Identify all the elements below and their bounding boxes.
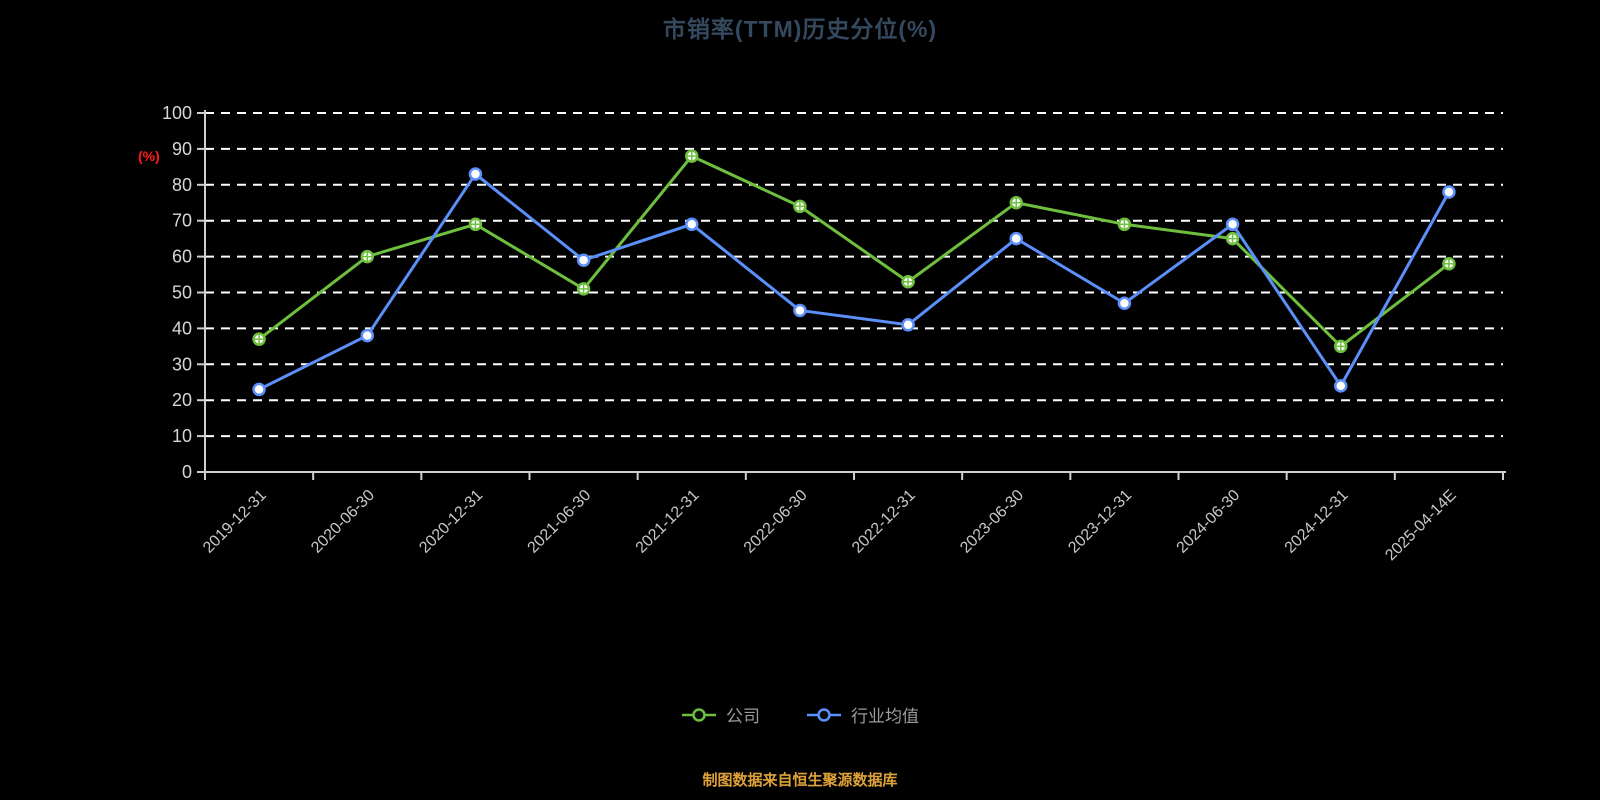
x-tick-label: 2022-12-31	[849, 487, 919, 557]
y-tick-label: 0	[182, 462, 192, 482]
y-tick-label: 10	[172, 426, 192, 446]
y-tick-label: 40	[172, 318, 192, 338]
y-tick-label: 80	[172, 175, 192, 195]
data-point-industry[interactable]	[252, 382, 266, 397]
legend-item-industry[interactable]: 行业均值	[806, 702, 919, 727]
y-tick-label: 70	[172, 211, 192, 231]
legend-label-industry: 行业均值	[851, 707, 919, 726]
industry-line-legend-icon	[807, 707, 841, 722]
y-tick-label: 100	[162, 103, 192, 123]
legend-item-company[interactable]: 公司	[681, 702, 760, 727]
y-tick-label: 30	[172, 354, 192, 374]
x-tick-label: 2025-04-14E	[1382, 487, 1459, 564]
x-tick-label: 2024-12-31	[1282, 487, 1352, 557]
x-tick-label: 2023-06-30	[957, 487, 1027, 557]
x-tick-label: 2020-12-31	[416, 487, 486, 557]
x-tick-label: 2022-06-30	[741, 487, 811, 557]
x-tick-label: 2023-12-31	[1065, 487, 1135, 557]
y-tick-label: 20	[172, 390, 192, 410]
data-point-industry[interactable]	[576, 253, 591, 267]
series-line-company[interactable]	[257, 154, 1451, 348]
y-tick-label: 90	[172, 139, 192, 159]
data-point-industry[interactable]	[793, 303, 807, 318]
x-tick-label: 2020-06-30	[308, 487, 378, 557]
x-tick-label: 2024-06-30	[1174, 487, 1244, 557]
data-point-industry[interactable]	[685, 217, 699, 232]
legend-label-company: 公司	[726, 707, 760, 726]
data-point-industry[interactable]	[468, 167, 483, 181]
data-point-industry[interactable]	[901, 318, 915, 332]
y-tick-label: 50	[172, 283, 192, 303]
chart-canvas[interactable]: 0 10 20 30 40 50 60 70 80 90 100 2019-12-31 2020-06-…	[0, 0, 1600, 640]
x-tick-label: 2021-12-31	[633, 487, 703, 557]
data-point-industry[interactable]	[1225, 217, 1240, 232]
data-point-industry[interactable]	[1117, 296, 1132, 311]
company-line-legend-icon	[682, 707, 716, 722]
x-tick-label: 2019-12-31	[200, 487, 270, 557]
data-point-industry[interactable]	[1009, 231, 1023, 246]
legend: 公司 行业均值	[0, 702, 1600, 727]
data-point-industry[interactable]	[1334, 379, 1348, 393]
chart-title: 市销率(TTM)历史分位(%)	[662, 16, 938, 42]
y-tick-label: 60	[172, 247, 192, 267]
data-point-industry[interactable]	[360, 328, 374, 343]
x-tick-label: 2021-06-30	[525, 487, 595, 557]
y-axis-unit-label: (%)	[138, 148, 160, 164]
data-source-note: 制图数据来自恒生聚源数据库	[702, 772, 898, 789]
data-point-industry[interactable]	[1442, 185, 1456, 199]
series-line-industry[interactable]	[257, 172, 1451, 391]
